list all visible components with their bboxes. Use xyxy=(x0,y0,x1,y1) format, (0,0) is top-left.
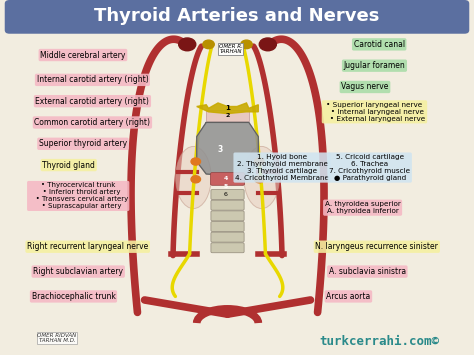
FancyBboxPatch shape xyxy=(206,110,249,121)
Text: A. subclavia sinistra: A. subclavia sinistra xyxy=(329,267,406,276)
Text: 1: 1 xyxy=(225,105,230,111)
Text: Thyroid Arteries and Nerves: Thyroid Arteries and Nerves xyxy=(94,7,380,25)
Circle shape xyxy=(241,40,252,49)
Text: Jugular foramen: Jugular foramen xyxy=(344,61,405,70)
Text: turkcerrahi.com©: turkcerrahi.com© xyxy=(319,335,439,348)
Text: Carotid canal: Carotid canal xyxy=(354,40,405,49)
Text: 4: 4 xyxy=(223,176,228,181)
Text: 1. Hyoid bone
2. Thyrohyoid membrane
3. Thyroid cartilage
4. Cricothyroid Membra: 1. Hyoid bone 2. Thyrohyoid membrane 3. … xyxy=(235,154,329,181)
Polygon shape xyxy=(197,122,258,176)
Text: Right recurrent laryngeal nerve: Right recurrent laryngeal nerve xyxy=(27,242,148,251)
Polygon shape xyxy=(197,103,258,114)
FancyBboxPatch shape xyxy=(5,0,469,34)
FancyBboxPatch shape xyxy=(211,200,244,210)
Text: N. laryngeus recurrence sinister: N. laryngeus recurrence sinister xyxy=(315,242,438,251)
Text: A. thyroidea superior
A. thyroidea inferior: A. thyroidea superior A. thyroidea infer… xyxy=(325,201,401,214)
Text: OMER R.
TARHAN: OMER R. TARHAN xyxy=(219,44,243,54)
Text: Arcus aorta: Arcus aorta xyxy=(326,292,371,301)
Text: 2: 2 xyxy=(225,113,230,118)
Circle shape xyxy=(191,158,201,165)
Ellipse shape xyxy=(175,146,211,208)
Text: Common carotid artery (right): Common carotid artery (right) xyxy=(35,118,150,127)
Text: Right subclavian artery: Right subclavian artery xyxy=(33,267,123,276)
Text: Thyroid gland: Thyroid gland xyxy=(42,160,95,170)
Circle shape xyxy=(259,38,276,51)
Text: Superior thyroid artery: Superior thyroid artery xyxy=(39,139,127,148)
Circle shape xyxy=(255,176,264,183)
Text: 5. Cricoid cartilage
6. Trachea
7. Cricothyroid muscle
● Parathyroid gland: 5. Cricoid cartilage 6. Trachea 7. Crico… xyxy=(329,154,410,181)
Circle shape xyxy=(191,176,201,183)
Text: 5: 5 xyxy=(223,184,228,189)
Text: 3: 3 xyxy=(218,144,223,154)
Text: 6: 6 xyxy=(224,192,228,197)
Text: Internal carotid artery (right): Internal carotid artery (right) xyxy=(36,75,148,84)
Text: • Thyrocervical trunk
   • Inferior throid artery
   • Transvers cervical artery: • Thyrocervical trunk • Inferior throid … xyxy=(28,182,128,209)
Circle shape xyxy=(203,40,214,49)
FancyBboxPatch shape xyxy=(211,211,244,221)
Text: External carotid artery (right): External carotid artery (right) xyxy=(36,97,149,106)
Ellipse shape xyxy=(244,146,279,208)
FancyBboxPatch shape xyxy=(211,190,244,200)
FancyBboxPatch shape xyxy=(210,173,245,185)
FancyBboxPatch shape xyxy=(211,222,244,231)
Text: Brachiocephalic trunk: Brachiocephalic trunk xyxy=(32,292,115,301)
Text: OMER RIDVAN
TARHAN M.D.: OMER RIDVAN TARHAN M.D. xyxy=(37,333,76,343)
Text: Middle cerebral artery: Middle cerebral artery xyxy=(40,50,126,60)
Circle shape xyxy=(255,158,264,165)
FancyBboxPatch shape xyxy=(211,232,244,242)
FancyBboxPatch shape xyxy=(211,243,244,253)
Circle shape xyxy=(179,38,196,51)
Text: • Superior laryngeal nerve
   • Internal laryngeal nerve
   • External laryngeal: • Superior laryngeal nerve • Internal la… xyxy=(323,102,426,122)
Text: Vagus nerve: Vagus nerve xyxy=(341,82,389,92)
